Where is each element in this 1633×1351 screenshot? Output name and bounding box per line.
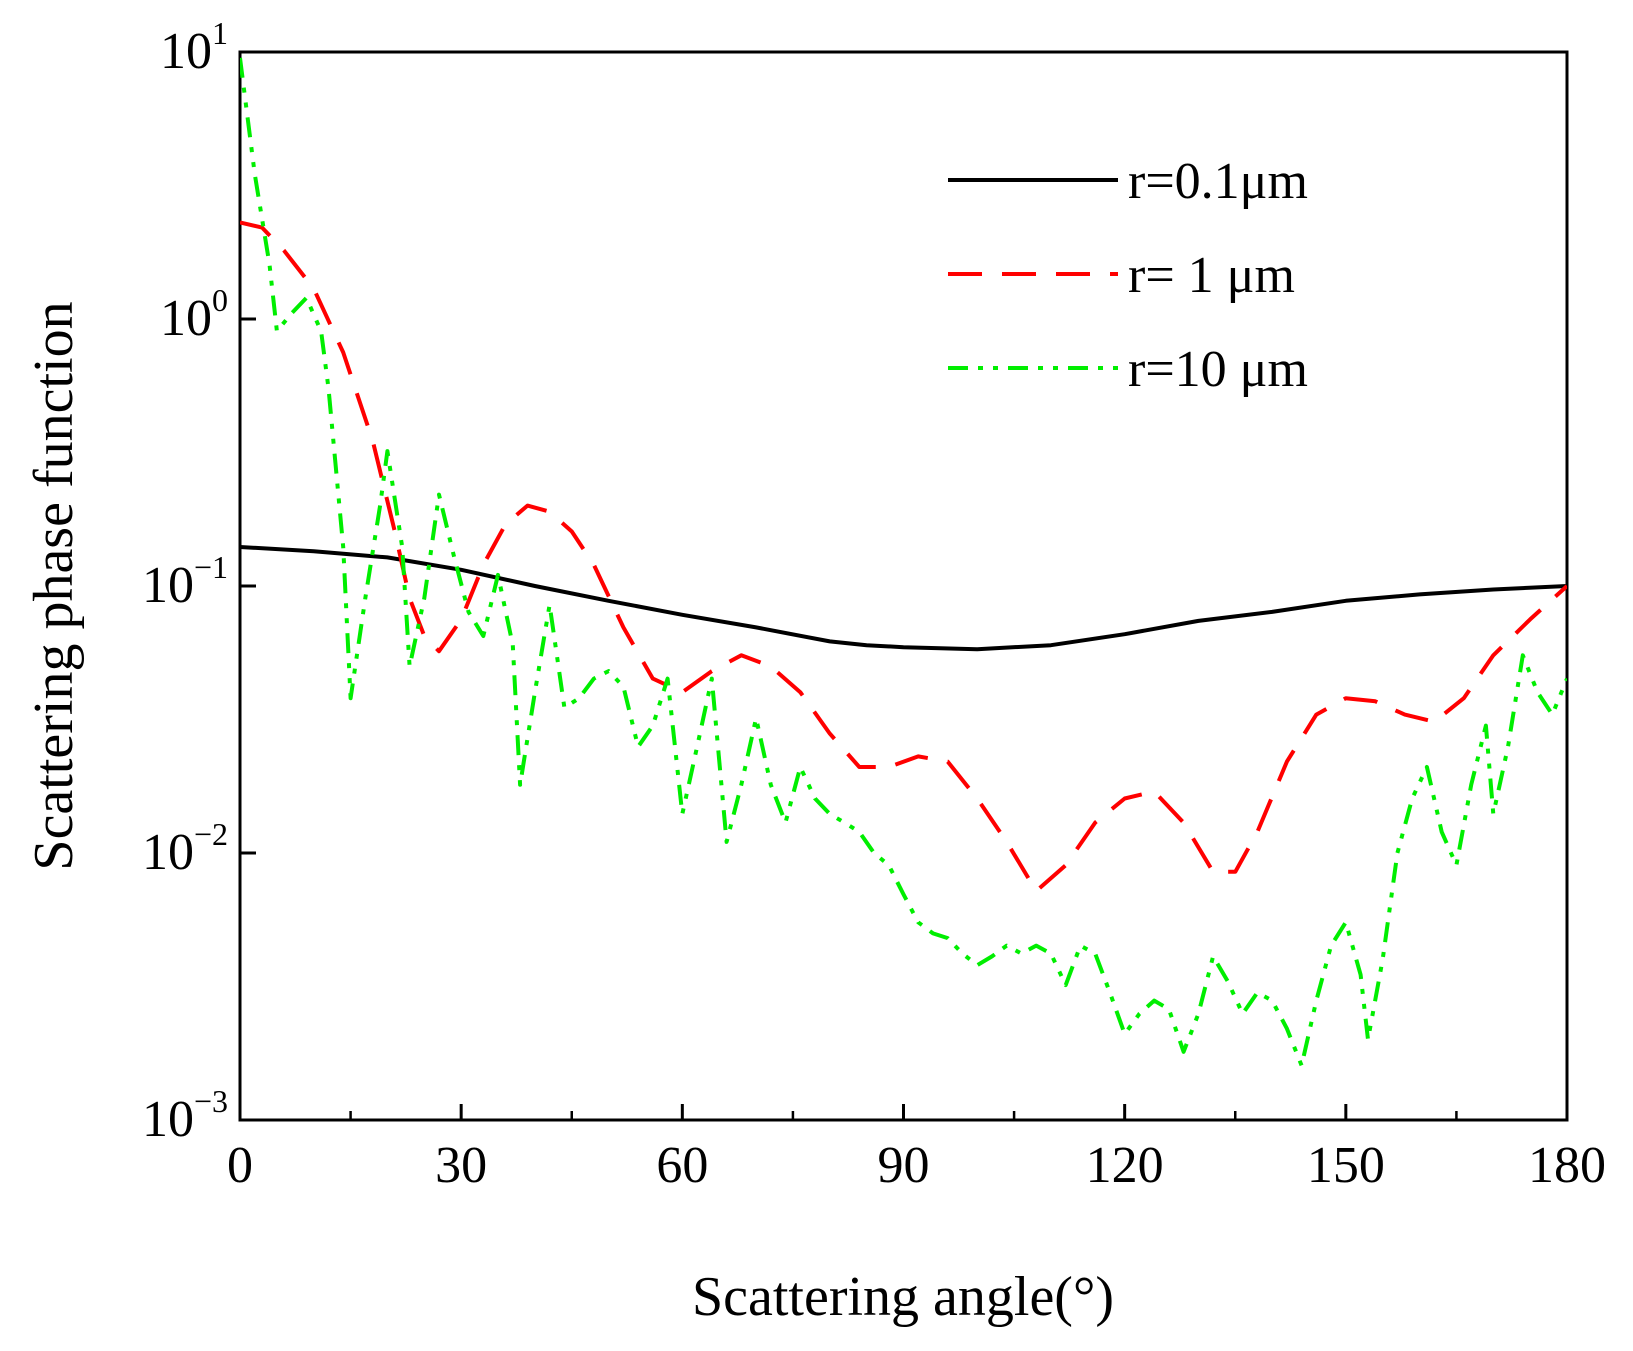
series-line <box>240 57 1567 1068</box>
x-tick-label: 180 <box>1528 1137 1606 1194</box>
x-tick-label: 120 <box>1086 1137 1164 1194</box>
y-tick-label: 10−3 <box>142 1083 228 1148</box>
x-tick-label: 90 <box>878 1137 930 1194</box>
x-tick-label: 30 <box>435 1137 487 1194</box>
legend-label: r=0.1μm <box>1128 153 1308 210</box>
x-tick-label: 0 <box>227 1137 253 1194</box>
y-tick-label: 10−1 <box>142 549 228 614</box>
y-tick-label: 101 <box>160 15 228 80</box>
x-tick-label: 60 <box>656 1137 708 1194</box>
y-tick-label: 100 <box>160 282 228 347</box>
series-line <box>240 220 1567 894</box>
ticks-layer: 0 30 60 90 120 150 180 101 100 10−1 10−2 10−3 <box>142 15 1606 1194</box>
series-line <box>240 545 1567 652</box>
legend-label: r= 1 μm <box>1128 247 1295 304</box>
series-layer <box>240 57 1567 1068</box>
x-tick-label: 150 <box>1307 1137 1385 1194</box>
y-axis-label: Scattering phase function <box>23 301 85 870</box>
plot-frame <box>238 50 1569 1122</box>
x-axis-label: Scattering angle(°) <box>692 1266 1114 1328</box>
y-tick-label: 10−2 <box>142 816 228 881</box>
legend-label: r=10 μm <box>1128 341 1308 398</box>
legend: r=0.1μm r= 1 μm r=10 μm <box>948 153 1308 398</box>
